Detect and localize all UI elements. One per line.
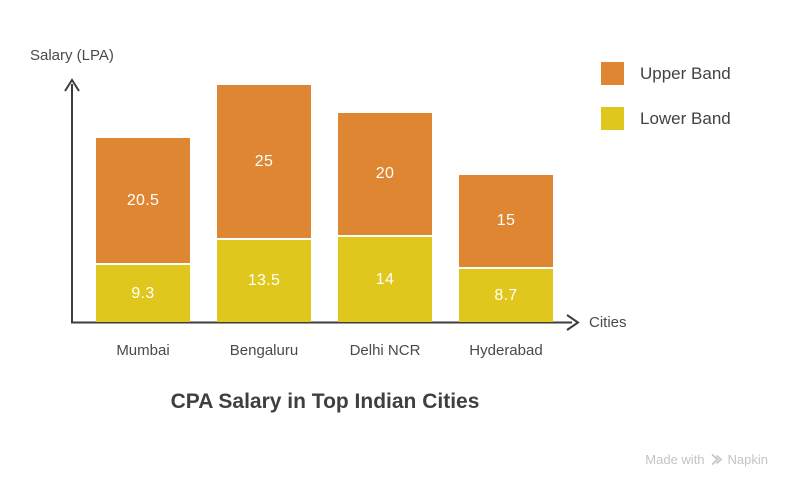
bar-segment-upper-band: 25 [217,85,311,238]
bar-hyderabad: 15 8.7 [459,175,553,322]
watermark: Made with Napkin [645,452,768,467]
y-axis-label: Salary (LPA) [30,47,114,64]
bar-mumbai: 20.5 9.3 [96,138,190,322]
bar-value-label: 20 [375,165,395,182]
bar-delhi-ncr: 20 14 [338,113,432,322]
bar-segment-upper-band: 15 [459,175,553,267]
x-axis-arrow-icon [566,314,580,331]
legend-label-upper-band: Upper Band [640,63,731,83]
bar-segment-lower-band: 13.5 [217,240,311,322]
legend: Upper Band Lower Band [601,62,731,130]
bar-segment-lower-band: 9.3 [96,265,190,322]
bar-value-label: 13.5 [247,272,281,289]
y-axis-arrow-icon [64,78,80,92]
bar-value-label: 8.7 [494,286,518,304]
bar-group: 20.5 9.3 25 13.5 20 14 15 8.7 [96,85,553,322]
bar-segment-upper-band: 20 [338,113,432,235]
legend-swatch-lower-band [601,107,624,130]
bar-segment-lower-band: 8.7 [459,269,553,322]
bar-value-label: 20.5 [126,191,160,209]
bar-bengaluru: 25 13.5 [217,85,311,322]
x-tick-label: Hyderabad [469,342,543,359]
napkin-logo-icon [710,453,722,466]
bar-value-label: 9.3 [131,284,155,302]
bar-value-label: 25 [254,152,274,170]
chart-title: CPA Salary in Top Indian Cities [170,390,480,413]
x-axis-label: Cities [589,314,627,331]
bar-segment-lower-band: 14 [338,237,432,322]
legend-item-lower-band: Lower Band [601,107,731,130]
watermark-brand: Napkin [727,452,768,467]
bar-value-label: 14 [375,270,395,288]
bar-value-label: 15 [496,212,516,229]
legend-item-upper-band: Upper Band [601,62,731,85]
x-axis-tick-labels: Mumbai Bengaluru Delhi NCR Hyderabad [96,342,553,359]
x-tick-label: Delhi NCR [349,342,421,359]
x-tick-label: Mumbai [116,342,170,359]
bar-segment-upper-band: 20.5 [96,138,190,263]
watermark-text: Made with [645,452,705,467]
legend-swatch-upper-band [601,62,624,85]
x-tick-label: Bengaluru [229,342,299,359]
legend-label-lower-band: Lower Band [640,108,731,128]
